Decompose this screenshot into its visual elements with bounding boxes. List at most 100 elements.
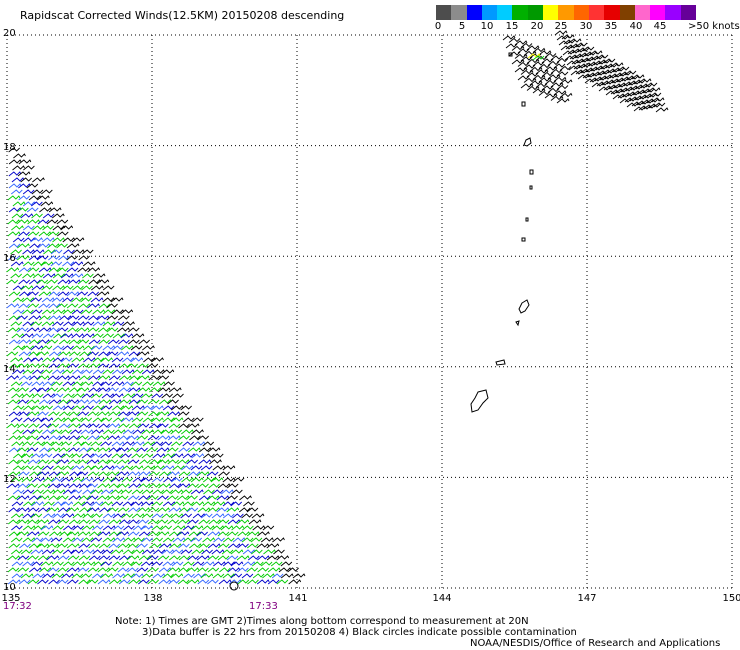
wind-barb (20, 285, 34, 291)
wind-barb (564, 55, 578, 61)
wind-barb (18, 183, 31, 189)
wind-barb (37, 507, 51, 513)
wind-barb (16, 495, 30, 501)
wind-barb (514, 67, 528, 73)
wind-barb (100, 381, 113, 387)
wind-barb (226, 555, 239, 561)
wind-barb (7, 219, 21, 225)
wind-barb (36, 471, 50, 477)
wind-barb (630, 85, 643, 91)
wind-barb (163, 381, 175, 387)
wind-barb (48, 207, 62, 213)
wind-barb (207, 543, 221, 549)
tinian-outline (515, 320, 520, 327)
wind-barb (12, 297, 25, 303)
wind-barb (602, 69, 616, 75)
wind-barb (136, 543, 148, 549)
wind-barb (27, 507, 40, 513)
wind-barb (147, 567, 159, 573)
wind-barb (226, 507, 240, 513)
wind-barb (137, 363, 149, 369)
wind-barb (37, 219, 50, 225)
wind-barb (23, 165, 35, 171)
wind-barb (52, 369, 65, 375)
wind-barb (8, 243, 21, 249)
wind-barb (562, 50, 575, 56)
wind-barb (130, 345, 143, 351)
wind-barb (186, 495, 198, 501)
wind-barb (78, 519, 91, 525)
wind-speed-colorbar (436, 5, 697, 20)
wind-barb (532, 74, 546, 80)
wind-barb (42, 333, 55, 339)
wind-barb (207, 447, 221, 453)
wind-barb (18, 339, 31, 345)
wind-barb (21, 345, 35, 351)
longitude-label: 135 (1, 593, 21, 604)
wind-barb (160, 525, 172, 531)
wind-barb (107, 471, 120, 477)
wind-barb (46, 219, 59, 225)
wind-barb (188, 471, 201, 477)
wind-barb (108, 543, 120, 549)
wind-barb (152, 489, 165, 495)
wind-barb (170, 453, 184, 459)
wind-barb (88, 423, 100, 429)
wind-barb (202, 525, 215, 531)
wind-barb (181, 465, 194, 471)
wind-barb (8, 339, 21, 345)
wind-barb (92, 321, 106, 327)
wind-barb (88, 387, 102, 393)
wind-barb (236, 555, 250, 561)
wind-barb (31, 213, 43, 219)
wind-barb (81, 537, 94, 543)
wind-barb (118, 435, 131, 441)
wind-barb (118, 423, 130, 429)
wind-barb (48, 495, 61, 501)
wind-barb (51, 573, 65, 579)
wind-barb (151, 417, 164, 423)
wind-barb (18, 375, 32, 381)
wind-barb (71, 333, 84, 339)
wind-barb (523, 77, 537, 83)
wind-barb (141, 369, 155, 375)
island-outline (508, 52, 513, 57)
wind-barb (51, 381, 63, 387)
wind-barb (87, 567, 100, 573)
wind-barb (183, 573, 195, 579)
wind-barb (6, 279, 19, 285)
wind-barb (120, 489, 133, 495)
wind-barb (72, 393, 85, 399)
wind-barb (62, 465, 74, 471)
wind-barb (167, 471, 180, 477)
colorbar-label: 5 (458, 21, 466, 32)
contamination-circle (229, 581, 239, 591)
wind-barb (603, 85, 617, 91)
wind-barb (645, 82, 658, 88)
wind-barb (178, 507, 191, 513)
wind-barb (57, 567, 69, 573)
wind-barb (22, 249, 35, 255)
wind-barb (211, 525, 225, 531)
wind-barb (62, 345, 74, 351)
latitude-label: 10 (3, 582, 16, 593)
colorbar-label: 15 (505, 21, 519, 32)
wind-barb (32, 369, 44, 375)
wind-barb (67, 279, 81, 285)
wind-barb (128, 387, 141, 393)
wind-barb (200, 513, 213, 519)
wind-barb (191, 549, 205, 555)
wind-barb (158, 543, 172, 549)
wind-barb (226, 531, 239, 537)
wind-barb (218, 579, 232, 585)
wind-barb (117, 507, 130, 513)
wind-barb (48, 363, 61, 369)
wind-barb (78, 423, 92, 429)
wind-barb (28, 423, 40, 429)
wind-barb (207, 579, 219, 585)
wind-barb (102, 333, 114, 339)
island-outlines (470, 52, 534, 413)
wind-barb (517, 48, 530, 54)
wind-barb (92, 309, 106, 315)
wind-barb (159, 399, 172, 405)
